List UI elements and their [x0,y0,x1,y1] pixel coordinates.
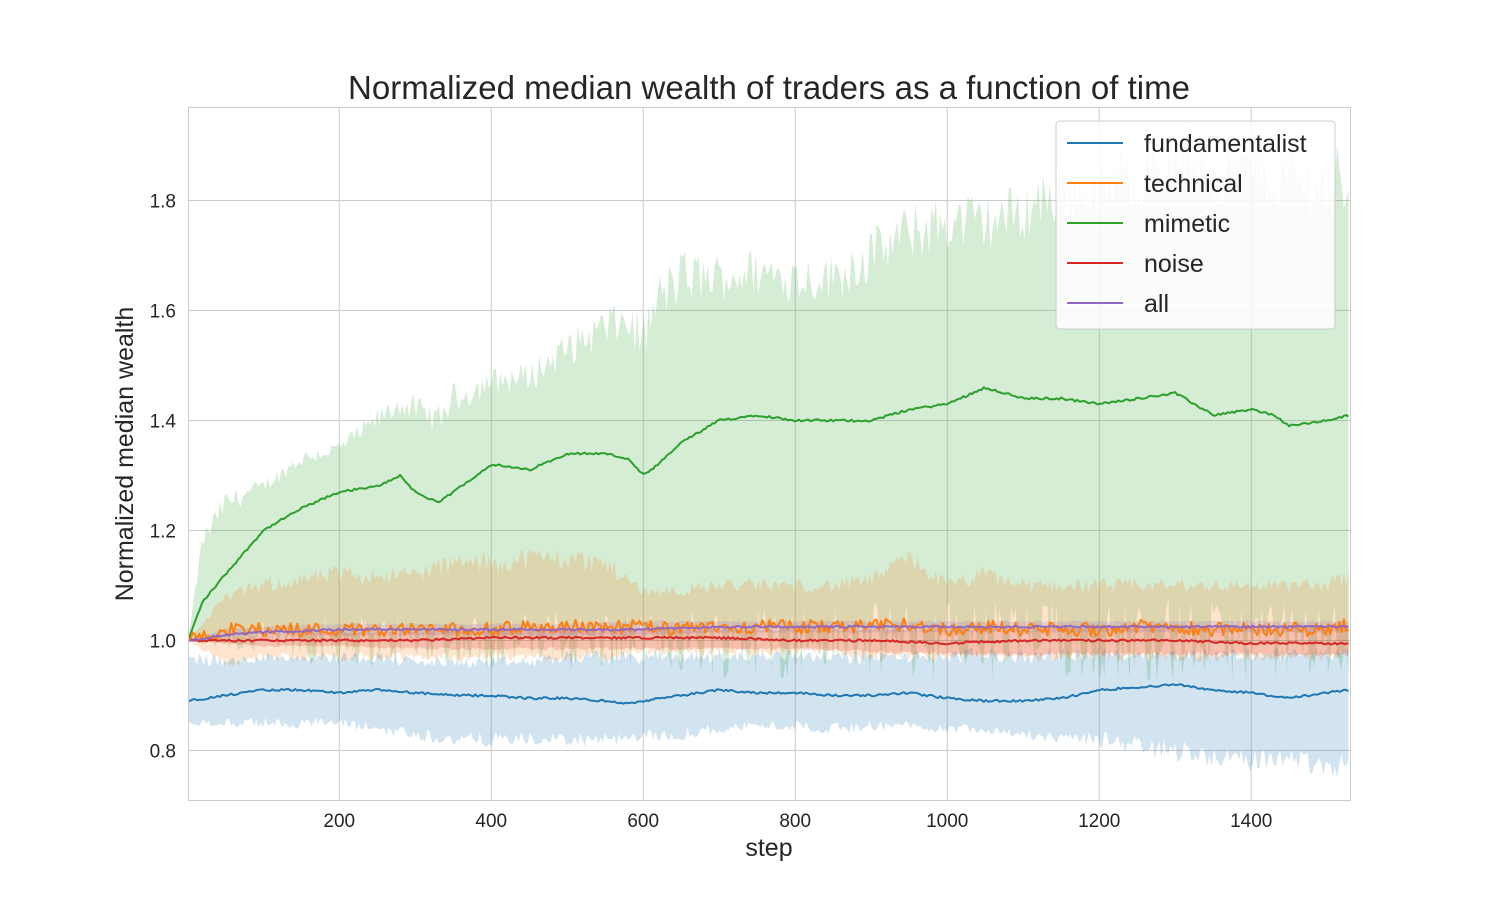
plot-frame [188,107,1351,801]
x-tick-label: 400 [475,811,507,832]
x-tick-label: 800 [779,811,811,832]
legend-label-all: all [1144,290,1169,318]
x-tick-label: 1400 [1230,811,1272,832]
x-tick-label: 1200 [1078,811,1120,832]
y-ticks: 0.8 1.0 1.2 1.4 1.6 1.8 [150,192,177,763]
legend-label-mimetic: mimetic [1144,210,1230,238]
y-tick-label: 1.6 [150,302,176,323]
x-tick-label: 1000 [926,811,968,832]
x-axis-label: step [745,834,792,862]
line-all [188,624,1349,642]
y-tick-label: 1.0 [150,632,176,653]
chart-title: Normalized median wealth of traders as a… [348,69,1190,106]
legend-label-technical: technical [1144,170,1243,198]
line-mimetic [188,386,1350,641]
line-noise [188,635,1349,646]
y-tick-label: 1.4 [150,412,177,433]
line-fundamentalist [188,683,1349,705]
series-lines [188,386,1350,705]
x-tick-label: 200 [323,811,355,832]
y-tick-label: 1.8 [150,192,176,213]
band-fundamentalist [188,647,1349,778]
legend: fundamentalist technical mimetic noise all [1055,120,1336,330]
legend-label-noise: noise [1144,250,1204,278]
x-ticks: 200 400 600 800 1000 1200 1400 [323,811,1272,832]
y-tick-label: 1.2 [150,522,176,543]
legend-label-fundamentalist: fundamentalist [1144,130,1307,158]
legend-box [1055,120,1336,330]
x-tick-label: 600 [627,811,659,832]
y-axis-label: Normalized median wealth [111,307,139,602]
y-tick-label: 0.8 [150,742,176,763]
